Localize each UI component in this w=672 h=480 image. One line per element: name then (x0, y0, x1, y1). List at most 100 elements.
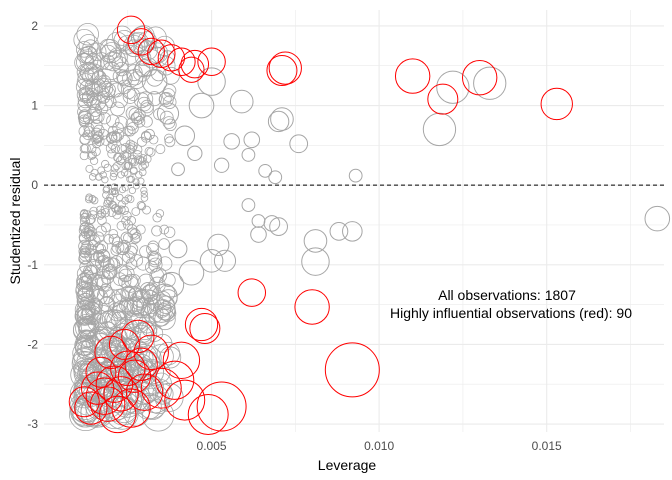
observation-point (75, 337, 94, 356)
observation-point (77, 315, 96, 335)
observation-point (121, 184, 129, 192)
observation-point (86, 273, 104, 291)
observation-point (187, 145, 203, 161)
observation-point (132, 182, 140, 190)
observation-point (77, 92, 94, 109)
observation-point (159, 92, 172, 106)
observation-point (82, 282, 100, 300)
observation-point (213, 157, 230, 173)
observation-point (80, 209, 89, 218)
observation-point (123, 232, 134, 243)
influential-point (124, 347, 158, 381)
observation-point (120, 143, 131, 154)
observation-point (140, 160, 150, 169)
observation-point (146, 147, 156, 157)
observation-point (74, 334, 96, 357)
influential-point (180, 49, 210, 79)
influential-point (85, 356, 117, 388)
observation-point (158, 238, 170, 250)
observation-point (97, 215, 107, 226)
observation-point (268, 170, 283, 185)
influential-point (117, 359, 152, 393)
observation-point (303, 229, 328, 253)
observation-point (91, 146, 101, 157)
observation-point (98, 128, 109, 140)
observation-point (213, 249, 237, 272)
observation-point (138, 91, 154, 107)
observation-point (80, 273, 98, 291)
observation-point (126, 243, 139, 255)
observation-point (75, 281, 94, 300)
observation-point (115, 288, 130, 302)
observation-point (159, 346, 182, 369)
observation-point (85, 244, 97, 256)
influential-points-layer (68, 15, 573, 435)
observation-point (107, 50, 126, 69)
influential-point (266, 55, 298, 87)
observation-point (124, 125, 136, 137)
observation-point (158, 92, 174, 108)
influential-point (427, 83, 459, 115)
influential-point (187, 394, 229, 435)
observation-point (151, 225, 163, 237)
observation-point (79, 151, 89, 161)
influential-point (140, 367, 182, 409)
observation-point (126, 175, 134, 183)
observation-point (174, 125, 196, 147)
observation-point (76, 314, 95, 333)
observation-point (148, 344, 174, 370)
observation-point (95, 205, 105, 215)
observation-point (128, 107, 143, 122)
influential-point (155, 360, 195, 400)
observation-point (112, 210, 122, 220)
observation-point (95, 173, 103, 181)
observation-point (241, 148, 256, 162)
observation-point (85, 215, 95, 225)
observation-point (130, 233, 141, 244)
observation-point (140, 131, 152, 143)
influential-point (108, 328, 140, 360)
observation-point (73, 29, 96, 51)
observation-point (147, 253, 163, 268)
observation-point (116, 220, 127, 231)
annotation-all-observations: All observations: 1807 (438, 287, 576, 303)
observation-point (207, 233, 230, 256)
observation-point (79, 275, 94, 290)
observation-point (98, 112, 111, 125)
influential-point (237, 278, 267, 307)
observation-point (87, 226, 97, 237)
observation-point (120, 205, 130, 215)
observation-point (140, 115, 153, 128)
observation-point (84, 301, 100, 317)
observation-point (115, 116, 128, 129)
observation-point (148, 134, 159, 145)
observation-point (99, 39, 121, 60)
observation-point (139, 394, 166, 421)
observation-point (139, 282, 157, 300)
observation-point (88, 42, 107, 62)
observation-point (91, 95, 107, 111)
observation-point (85, 53, 102, 70)
observation-point (94, 77, 111, 95)
observation-point (243, 131, 261, 149)
observation-point (79, 232, 92, 245)
influential-point (164, 379, 206, 421)
observation-point (138, 168, 147, 177)
observation-point (123, 161, 133, 170)
observation-point (98, 96, 113, 112)
x-axis-title: Leverage (318, 457, 377, 473)
observation-point (267, 110, 290, 133)
observation-point (125, 145, 136, 155)
observation-point (83, 122, 95, 134)
influential-point (167, 47, 196, 76)
y-axis-title: Studentized residual (7, 158, 23, 285)
influential-point (74, 391, 108, 425)
observation-point (141, 130, 151, 141)
y-tick-label: 0 (31, 178, 38, 192)
observation-point (116, 251, 131, 266)
observation-point (140, 99, 154, 114)
observation-point (163, 226, 176, 238)
observation-point (89, 156, 99, 166)
observation-point (102, 263, 117, 279)
influential-point (116, 15, 146, 45)
